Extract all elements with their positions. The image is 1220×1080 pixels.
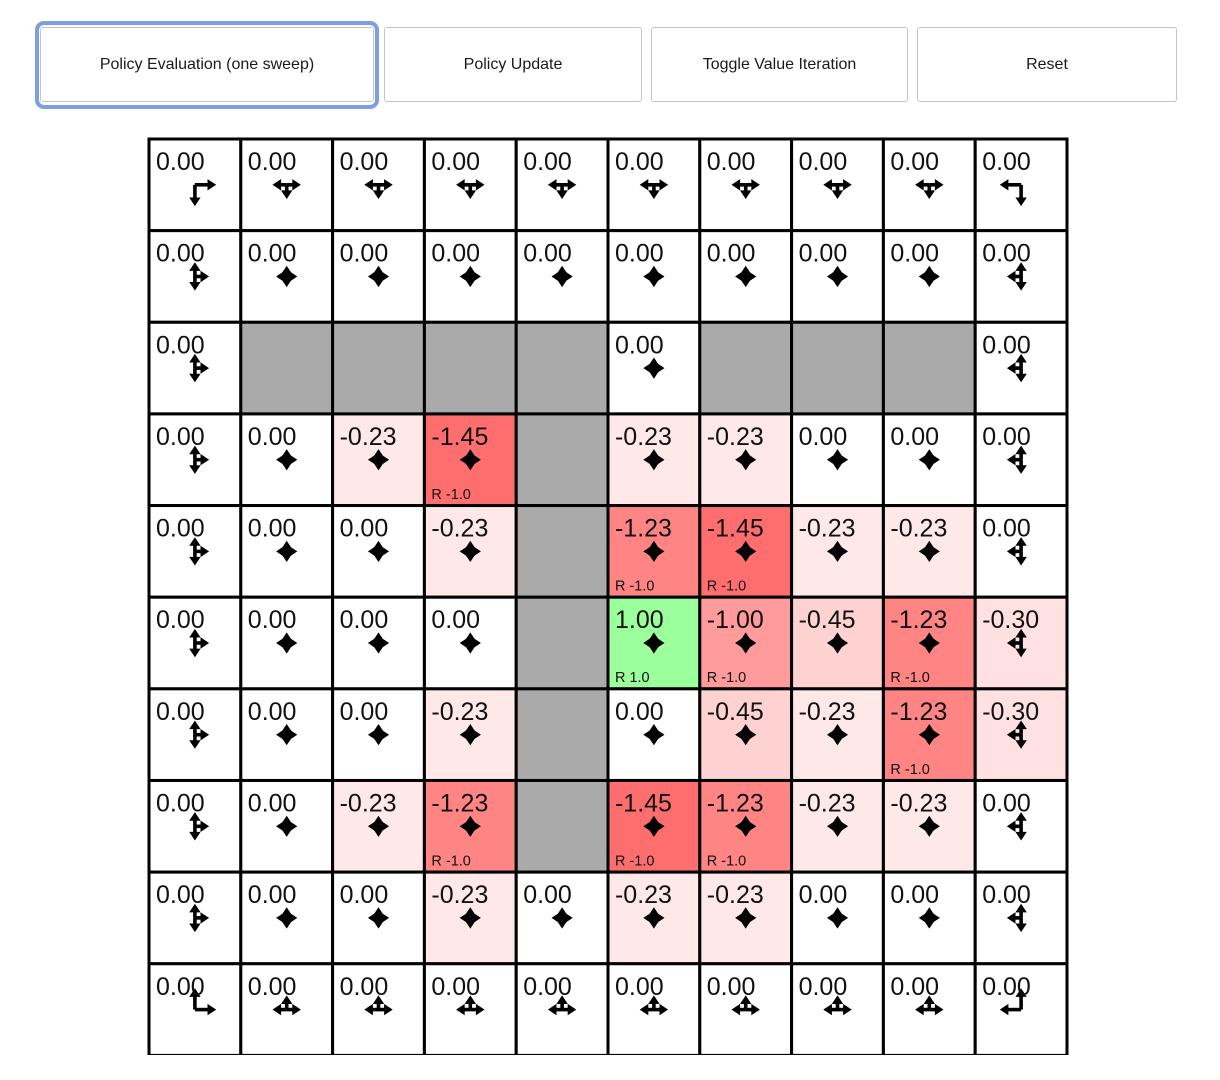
svg-text:0.00: 0.00 [982, 423, 1031, 451]
svg-text:0.00: 0.00 [523, 881, 572, 909]
svg-text:0.00: 0.00 [340, 973, 389, 1001]
svg-text:-0.23: -0.23 [340, 423, 397, 451]
svg-text:0.00: 0.00 [523, 148, 572, 176]
svg-text:0.00: 0.00 [156, 423, 205, 451]
svg-text:-1.23: -1.23 [890, 606, 947, 634]
svg-text:0.00: 0.00 [799, 148, 848, 176]
svg-text:-1.23: -1.23 [890, 698, 947, 726]
svg-text:0.00: 0.00 [615, 240, 664, 268]
svg-text:0.00: 0.00 [982, 331, 1031, 359]
svg-text:-0.23: -0.23 [431, 698, 488, 726]
svg-text:0.00: 0.00 [156, 515, 205, 543]
svg-text:0.00: 0.00 [982, 148, 1031, 176]
svg-text:0.00: 0.00 [340, 240, 389, 268]
svg-text:-1.23: -1.23 [431, 789, 488, 817]
svg-text:0.00: 0.00 [982, 240, 1031, 268]
svg-text:-1.45: -1.45 [431, 423, 488, 451]
svg-text:-1.23: -1.23 [615, 515, 672, 543]
svg-text:0.00: 0.00 [615, 148, 664, 176]
svg-text:-0.23: -0.23 [431, 881, 488, 909]
svg-text:-0.23: -0.23 [340, 789, 397, 817]
svg-text:0.00: 0.00 [340, 881, 389, 909]
svg-text:0.00: 0.00 [615, 973, 664, 1001]
svg-text:0.00: 0.00 [156, 698, 205, 726]
svg-text:0.00: 0.00 [248, 515, 297, 543]
svg-text:-1.00: -1.00 [707, 606, 764, 634]
svg-text:R -1.0: R -1.0 [707, 670, 746, 686]
svg-text:1.00: 1.00 [615, 606, 664, 634]
svg-text:0.00: 0.00 [890, 881, 939, 909]
svg-text:0.00: 0.00 [156, 881, 205, 909]
svg-text:0.00: 0.00 [982, 515, 1031, 543]
svg-text:0.00: 0.00 [707, 148, 756, 176]
svg-text:0.00: 0.00 [156, 148, 205, 176]
svg-text:-0.45: -0.45 [707, 698, 764, 726]
svg-text:0.00: 0.00 [248, 973, 297, 1001]
svg-text:R -1.0: R -1.0 [890, 762, 929, 778]
svg-text:-1.45: -1.45 [707, 515, 764, 543]
svg-text:R -1.0: R -1.0 [431, 853, 470, 869]
svg-text:0.00: 0.00 [340, 515, 389, 543]
svg-text:0.00: 0.00 [707, 240, 756, 268]
svg-text:-0.23: -0.23 [707, 423, 764, 451]
svg-text:-1.23: -1.23 [707, 789, 764, 817]
svg-text:-0.23: -0.23 [799, 698, 856, 726]
svg-text:-0.30: -0.30 [982, 606, 1039, 634]
svg-text:0.00: 0.00 [799, 973, 848, 1001]
svg-text:-0.23: -0.23 [615, 881, 672, 909]
svg-text:-0.45: -0.45 [799, 606, 856, 634]
svg-text:0.00: 0.00 [248, 789, 297, 817]
svg-text:0.00: 0.00 [156, 789, 205, 817]
svg-text:R -1.0: R -1.0 [431, 487, 470, 503]
svg-text:0.00: 0.00 [340, 148, 389, 176]
svg-text:0.00: 0.00 [248, 881, 297, 909]
svg-text:-0.30: -0.30 [982, 698, 1039, 726]
svg-text:0.00: 0.00 [982, 973, 1031, 1001]
svg-text:R -1.0: R -1.0 [615, 579, 654, 595]
svg-text:0.00: 0.00 [799, 240, 848, 268]
svg-text:0.00: 0.00 [523, 973, 572, 1001]
svg-text:0.00: 0.00 [156, 331, 205, 359]
svg-text:0.00: 0.00 [799, 881, 848, 909]
svg-text:-0.23: -0.23 [890, 515, 947, 543]
svg-text:-0.23: -0.23 [890, 789, 947, 817]
svg-text:0.00: 0.00 [982, 789, 1031, 817]
svg-text:-0.23: -0.23 [799, 515, 856, 543]
svg-text:0.00: 0.00 [890, 973, 939, 1001]
svg-text:0.00: 0.00 [890, 148, 939, 176]
svg-text:R -1.0: R -1.0 [890, 670, 929, 686]
svg-text:0.00: 0.00 [156, 973, 205, 1001]
svg-text:0.00: 0.00 [340, 606, 389, 634]
svg-text:0.00: 0.00 [523, 240, 572, 268]
svg-text:0.00: 0.00 [248, 240, 297, 268]
svg-text:0.00: 0.00 [156, 606, 205, 634]
svg-text:-0.23: -0.23 [431, 515, 488, 543]
svg-text:0.00: 0.00 [248, 606, 297, 634]
svg-text:0.00: 0.00 [615, 331, 664, 359]
svg-text:R -1.0: R -1.0 [707, 853, 746, 869]
svg-text:0.00: 0.00 [431, 240, 480, 268]
svg-text:R -1.0: R -1.0 [615, 853, 654, 869]
svg-text:-0.23: -0.23 [799, 789, 856, 817]
svg-text:0.00: 0.00 [431, 606, 480, 634]
svg-text:R 1.0: R 1.0 [615, 670, 650, 686]
svg-text:0.00: 0.00 [248, 423, 297, 451]
svg-text:0.00: 0.00 [248, 148, 297, 176]
svg-text:R -1.0: R -1.0 [707, 579, 746, 595]
svg-text:0.00: 0.00 [431, 973, 480, 1001]
svg-text:0.00: 0.00 [615, 698, 664, 726]
svg-text:0.00: 0.00 [248, 698, 297, 726]
svg-text:0.00: 0.00 [799, 423, 848, 451]
svg-text:0.00: 0.00 [707, 973, 756, 1001]
svg-text:0.00: 0.00 [156, 240, 205, 268]
svg-text:0.00: 0.00 [890, 240, 939, 268]
svg-text:-1.45: -1.45 [615, 789, 672, 817]
svg-text:-0.23: -0.23 [707, 881, 764, 909]
svg-text:0.00: 0.00 [431, 148, 480, 176]
svg-text:-0.23: -0.23 [615, 423, 672, 451]
svg-text:0.00: 0.00 [982, 881, 1031, 909]
svg-text:0.00: 0.00 [340, 698, 389, 726]
svg-text:0.00: 0.00 [890, 423, 939, 451]
